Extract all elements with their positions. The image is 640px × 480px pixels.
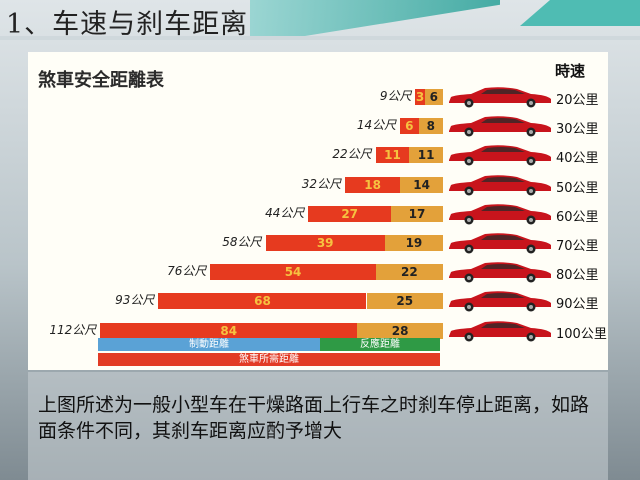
speed-label: 40公里 [556, 151, 599, 166]
brake-distance-bar: 39 [265, 235, 385, 251]
reaction-distance-bar: 17 [390, 206, 443, 222]
car-icon [449, 291, 551, 312]
total-distance-label: 22公尺 [332, 147, 372, 161]
brake-distance-bar: 18 [345, 177, 401, 193]
total-distance-label: 9公尺 [379, 89, 412, 103]
brake-distance-bar: 27 [308, 206, 391, 222]
speed-label: 50公里 [556, 181, 599, 196]
caption-box [28, 372, 608, 480]
speed-label: 100公里 [556, 327, 607, 342]
reaction-distance-bar: 28 [357, 323, 443, 339]
car-icon [449, 204, 551, 225]
total-distance-label: 14公尺 [356, 118, 397, 132]
slide-title: 1、车速与刹车距离 [6, 9, 249, 40]
car-icon [449, 145, 551, 166]
reaction-distance-bar: 6 [424, 89, 443, 105]
brake-distance-bar: 68 [158, 293, 367, 309]
chart-title: 煞車安全距離表 [38, 70, 164, 91]
caption-text: 上图所述为一般小型车在干燥路面上行车之时刹车停止距离，如路面条件不同，其刹车距离… [38, 394, 590, 442]
total-distance-label: 44公尺 [265, 206, 305, 220]
car-icon [449, 321, 551, 342]
brake-distance-bar: 54 [210, 264, 376, 280]
car-icon [449, 175, 551, 196]
speed-label: 80公里 [556, 268, 599, 283]
total-distance-label: 93公尺 [115, 293, 155, 307]
brake-distance-bar: 84 [100, 323, 358, 339]
speed-label: 90公里 [556, 297, 599, 312]
speed-label: 70公里 [556, 239, 599, 254]
brake-distance-bar: 3 [415, 89, 425, 105]
reaction-distance-bar: 8 [418, 118, 443, 134]
header-accent-shape-right [520, 0, 640, 26]
speed-label: 60公里 [556, 210, 599, 225]
reaction-distance-bar: 14 [400, 177, 443, 193]
legend-brake-distance: 制動距離 [98, 338, 320, 351]
header-accent-shape [250, 0, 500, 40]
legend-reaction-distance: 反應距離 [320, 338, 440, 351]
brake-distance-bar: 6 [400, 118, 419, 134]
speed-label: 30公里 [556, 122, 599, 137]
speed-label: 20公里 [556, 93, 599, 108]
car-icon [449, 262, 551, 283]
speed-header: 時速 [555, 62, 586, 80]
brake-distance-bar: 11 [375, 147, 410, 163]
total-distance-label: 32公尺 [301, 177, 342, 191]
car-icon [449, 233, 551, 254]
reaction-distance-bar: 19 [384, 235, 443, 251]
car-icon [449, 87, 551, 108]
header-divider [0, 36, 640, 40]
reaction-distance-bar: 25 [366, 293, 443, 309]
total-distance-label: 58公尺 [222, 235, 262, 249]
total-distance-label: 112公尺 [49, 323, 97, 337]
reaction-distance-bar: 22 [375, 264, 443, 280]
car-icon [449, 116, 551, 137]
total-distance-label: 76公尺 [167, 264, 207, 278]
legend-total-distance: 煞車所需距離 [98, 353, 440, 366]
reaction-distance-bar: 11 [409, 147, 443, 163]
